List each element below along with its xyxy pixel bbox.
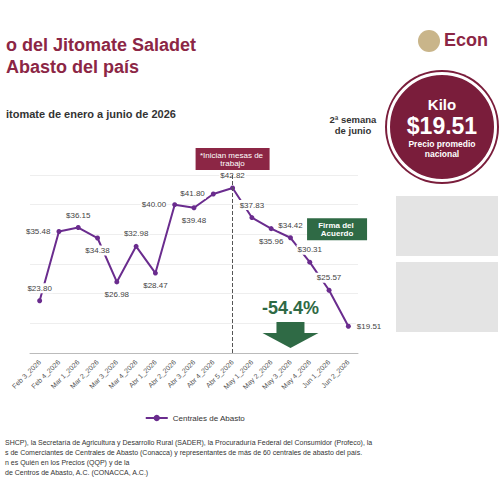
html-text:s de Comerciantes de Centrales: s de Comerciantes de Centrales de Abasto…: [5, 449, 363, 456]
svg-text:Feb 3_2026: Feb 3_2026: [10, 358, 43, 390]
svg-text:Abr 1_2026: Abr 1_2026: [127, 358, 158, 389]
svg-text:Mar 2_2026: Mar 2_2026: [68, 358, 100, 390]
svg-text:May 2_2026: May 2_2026: [241, 358, 274, 391]
svg-text:May 1_2026: May 1_2026: [222, 358, 255, 391]
svg-text:trabajo: trabajo: [220, 159, 245, 168]
html-text:n es Quién en los Precios (QQP: n es Quién en los Precios (QQP) y de la: [5, 459, 130, 466]
svg-text:May 4_2026: May 4_2026: [280, 358, 313, 391]
svg-text:-54.4%: -54.4%: [262, 298, 319, 318]
svg-text:$42.82: $42.82: [220, 170, 245, 180]
html-text:itomate de enero a junio de 20: itomate de enero a junio de 2026: [6, 108, 176, 120]
svg-text:Jun 2_2026: Jun 2_2026: [320, 358, 352, 390]
svg-text:$39.48: $39.48: [182, 216, 207, 225]
html-text:o del Jitomate Saladet: o del Jitomate Saladet: [6, 35, 197, 55]
svg-text:Mar 4_2026: Mar 4_2026: [107, 358, 139, 390]
html-text:Econ: Econ: [444, 30, 488, 50]
html-text:Abasto del país: Abasto del país: [6, 57, 139, 77]
svg-text:$36.15: $36.15: [66, 211, 91, 220]
svg-text:$34.42: $34.42: [278, 221, 303, 230]
html-text:$19.51: $19.51: [406, 112, 478, 139]
svg-text:Centrales de Abasto: Centrales de Abasto: [173, 414, 246, 423]
html-text:Kilo: Kilo: [427, 95, 457, 113]
svg-text:Jun 1_2026: Jun 1_2026: [300, 358, 332, 390]
svg-text:$35.48: $35.48: [26, 227, 51, 236]
svg-text:$26.98: $26.98: [105, 290, 130, 299]
html-text:SHCP), la Secretaría de Agricu: SHCP), la Secretaría de Agricultura y De…: [5, 439, 373, 446]
svg-text:$30.31: $30.31: [298, 245, 323, 254]
svg-text:Feb 4_2026: Feb 4_2026: [30, 358, 62, 390]
svg-text:Acuerdo: Acuerdo: [321, 229, 354, 238]
svg-text:May 3_2026: May 3_2026: [260, 358, 293, 391]
svg-text:Mar 3_2026: Mar 3_2026: [88, 358, 120, 390]
svg-text:Abr 3_2026: Abr 3_2026: [166, 358, 197, 389]
svg-text:Mar 1_2026: Mar 1_2026: [49, 358, 81, 390]
svg-text:$41.80: $41.80: [180, 189, 205, 198]
svg-text:$35.96: $35.96: [259, 237, 284, 246]
svg-text:$32.98: $32.98: [124, 229, 149, 238]
svg-text:$19.51: $19.51: [357, 322, 382, 331]
svg-text:$28.47: $28.47: [143, 281, 168, 290]
svg-text:$37.83: $37.83: [240, 201, 265, 210]
svg-text:Abr 4_2026: Abr 4_2026: [185, 358, 216, 389]
svg-text:$25.57: $25.57: [317, 273, 342, 282]
svg-text:Abr 5_2026: Abr 5_2026: [204, 358, 236, 389]
html-text:Precio promedio nacional: Precio promedio nacional: [408, 138, 476, 159]
svg-text:*Inician mesas de: *Inician mesas de: [199, 150, 266, 160]
html-text:2ª semana de junio: 2ª semana de junio: [329, 114, 377, 136]
svg-text:$23.80: $23.80: [27, 284, 52, 293]
svg-text:Abr 2_2026: Abr 2_2026: [146, 358, 178, 389]
html-text:de Centros de Abasto, A.C. (CO: de Centros de Abasto, A.C. (CONACCA, A.C…: [5, 469, 149, 476]
svg-text:$34.38: $34.38: [85, 246, 110, 255]
svg-text:Firma del: Firma del: [318, 220, 356, 230]
svg-text:$40.00: $40.00: [142, 200, 167, 209]
